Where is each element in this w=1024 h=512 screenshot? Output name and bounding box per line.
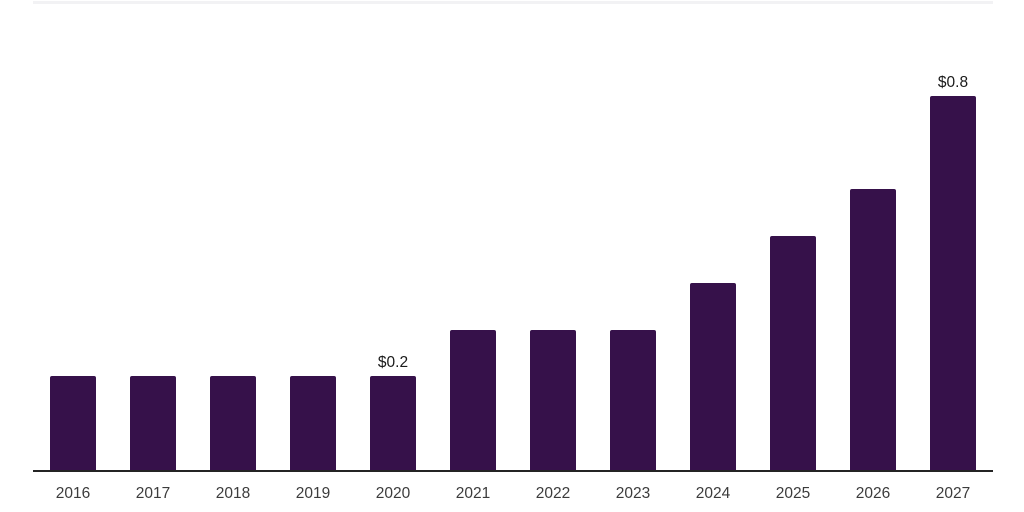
bar-2024 (690, 283, 736, 470)
bar-2026 (850, 189, 896, 470)
bar-2021 (450, 330, 496, 470)
bar-2027 (930, 96, 976, 470)
bar-2018 (210, 376, 256, 470)
bar-2022 (530, 330, 576, 470)
x-tick-label-2018: 2018 (215, 485, 251, 502)
x-tick-label-2025: 2025 (775, 485, 811, 502)
bar-2023 (610, 330, 656, 470)
x-tick-label-2024: 2024 (695, 485, 731, 502)
bar-2017 (130, 376, 176, 470)
bar-2016 (50, 376, 96, 470)
chart-top-border (33, 1, 993, 4)
x-tick-label-2023: 2023 (615, 485, 651, 502)
bar-2020 (370, 376, 416, 470)
x-tick-label-2019: 2019 (295, 485, 331, 502)
x-axis-line (33, 470, 993, 472)
bar-2019 (290, 376, 336, 470)
bar-value-label-2020: $0.2 (377, 354, 409, 371)
x-tick-label-2021: 2021 (455, 485, 491, 502)
x-tick-label-2027: 2027 (935, 485, 971, 502)
x-tick-label-2016: 2016 (55, 485, 91, 502)
x-tick-label-2026: 2026 (855, 485, 891, 502)
bar-2025 (770, 236, 816, 470)
x-tick-label-2017: 2017 (135, 485, 171, 502)
x-tick-label-2020: 2020 (375, 485, 411, 502)
bar-value-label-2027: $0.8 (937, 74, 969, 91)
x-tick-label-2022: 2022 (535, 485, 571, 502)
